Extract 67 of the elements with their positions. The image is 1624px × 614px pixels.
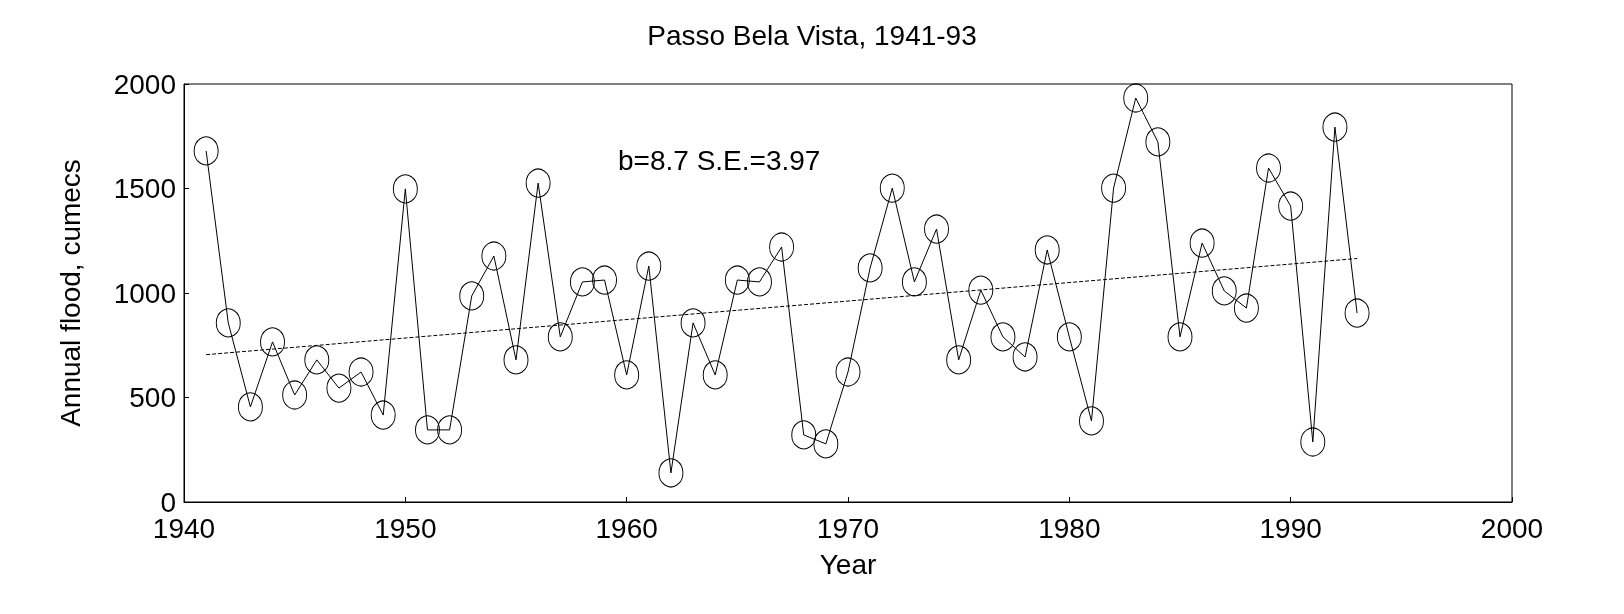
point	[437, 415, 463, 445]
point	[769, 232, 795, 262]
point	[1211, 276, 1237, 306]
point	[813, 429, 839, 459]
point	[1322, 112, 1348, 142]
point	[879, 173, 905, 203]
point	[990, 322, 1016, 352]
point	[304, 345, 330, 375]
y-tick-label: 2000	[113, 68, 176, 100]
point	[1344, 298, 1370, 328]
point	[459, 281, 485, 311]
y-axis-title: Annual flood, cumecs	[54, 159, 86, 427]
point	[1256, 153, 1282, 183]
point	[193, 136, 219, 166]
point	[569, 267, 595, 297]
point	[525, 168, 551, 198]
point	[547, 322, 573, 352]
point	[1034, 235, 1060, 265]
point	[392, 174, 418, 204]
point	[326, 373, 352, 403]
point	[1189, 228, 1215, 258]
point	[746, 267, 772, 297]
point	[724, 265, 750, 295]
point	[924, 214, 950, 244]
point	[348, 357, 374, 387]
point	[1145, 127, 1171, 157]
point	[658, 458, 684, 488]
annotation: b=8.7 S.E.=3.97	[618, 144, 821, 176]
point	[215, 308, 241, 338]
point	[1167, 322, 1193, 352]
point	[1233, 293, 1259, 323]
point	[592, 265, 618, 295]
point	[791, 420, 817, 450]
y-tick-label: 1500	[113, 173, 176, 204]
point	[1012, 342, 1038, 372]
point	[1101, 173, 1127, 203]
point	[901, 267, 927, 297]
point	[1078, 406, 1104, 436]
point	[260, 327, 286, 357]
point	[680, 308, 706, 338]
point	[968, 275, 994, 305]
y-tick-label: 500	[129, 382, 176, 413]
point	[414, 415, 440, 445]
point	[1300, 427, 1326, 457]
y-tick-label: 1000	[113, 277, 176, 309]
point	[835, 357, 861, 387]
point	[282, 380, 308, 410]
x-tick-label: 1950	[374, 512, 437, 544]
point	[503, 345, 529, 375]
x-tick-label: 1990	[1259, 512, 1322, 544]
point	[946, 345, 972, 375]
x-axis-title: Year	[819, 548, 877, 580]
point	[1056, 322, 1082, 352]
point	[237, 392, 263, 422]
point	[702, 360, 728, 390]
x-tick-label: 1980	[1038, 512, 1101, 544]
point	[370, 400, 396, 430]
point	[857, 253, 883, 283]
x-tick-label: 1960	[595, 512, 658, 544]
point	[481, 241, 507, 271]
point	[1123, 83, 1149, 113]
chart-title: Passo Bela Vista, 1941-93	[647, 19, 977, 51]
point	[636, 251, 662, 281]
x-tick-label: 2000	[1480, 512, 1544, 544]
point	[1278, 191, 1304, 221]
x-tick-label: 1970	[816, 512, 880, 544]
point	[614, 360, 640, 390]
